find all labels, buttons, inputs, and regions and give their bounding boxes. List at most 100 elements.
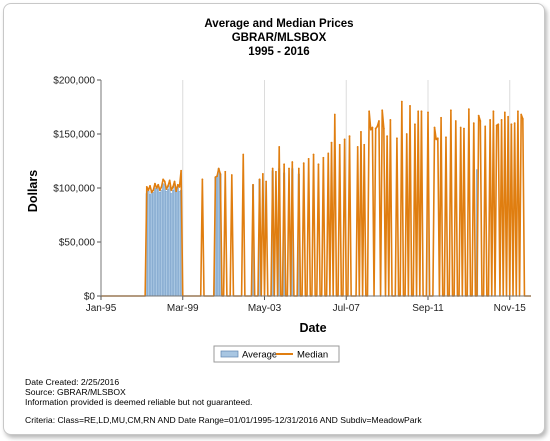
median-point bbox=[216, 175, 218, 178]
median-point bbox=[497, 123, 500, 126]
median-point bbox=[217, 167, 220, 170]
average-bar bbox=[167, 188, 170, 297]
average-bar bbox=[173, 184, 176, 297]
median-point bbox=[386, 135, 389, 138]
median-point bbox=[449, 109, 452, 112]
footer-date-created: Date Created: 2/25/2016 bbox=[25, 377, 120, 387]
median-point bbox=[484, 125, 487, 128]
average-bar bbox=[217, 168, 220, 297]
median-point bbox=[158, 189, 161, 192]
median-point bbox=[214, 176, 217, 179]
median-point bbox=[261, 173, 264, 175]
median-point bbox=[178, 186, 181, 188]
median-point bbox=[414, 123, 416, 126]
median-point bbox=[160, 186, 163, 188]
footer: Date Created: 2/25/2016 Source: GBRAR/ML… bbox=[25, 377, 535, 425]
median-point bbox=[360, 130, 362, 133]
median-point bbox=[291, 161, 294, 163]
median-point bbox=[507, 115, 510, 118]
median-point bbox=[420, 110, 423, 113]
average-bar bbox=[170, 193, 173, 297]
median-point bbox=[167, 184, 169, 187]
x-tick-label: Nov-15 bbox=[494, 303, 527, 314]
median-point bbox=[317, 163, 320, 166]
median-point bbox=[409, 105, 411, 107]
median-point bbox=[297, 167, 300, 170]
x-tick-label: May-03 bbox=[248, 303, 282, 314]
y-tick-label: $200,000 bbox=[53, 76, 95, 87]
average-bar bbox=[149, 194, 152, 297]
median-point bbox=[283, 163, 286, 166]
median-point bbox=[157, 183, 160, 186]
median-point bbox=[435, 138, 438, 141]
median-point bbox=[150, 191, 153, 194]
x-tick-label: Mar-99 bbox=[167, 303, 199, 314]
y-tick-label: $100,000 bbox=[53, 184, 95, 195]
median-point bbox=[162, 178, 165, 181]
median-point bbox=[369, 128, 372, 131]
average-bar bbox=[165, 191, 168, 297]
legend-average-swatch bbox=[220, 350, 239, 358]
median-point bbox=[322, 156, 325, 159]
average-bar bbox=[168, 185, 171, 297]
median-point bbox=[278, 146, 281, 148]
average-bar bbox=[150, 189, 153, 297]
median-point bbox=[333, 113, 336, 116]
median-point bbox=[445, 136, 447, 139]
legend-average-label: Average bbox=[242, 350, 277, 361]
median-point bbox=[477, 114, 480, 117]
median-point bbox=[454, 120, 457, 122]
median-point bbox=[165, 188, 168, 190]
x-tick-label: Jul-07 bbox=[333, 303, 361, 314]
median-point bbox=[513, 122, 516, 125]
chart-svg: Average and Median Prices GBRAR/MLSBOX 1… bbox=[26, 18, 531, 363]
median-point bbox=[172, 186, 174, 188]
median-point bbox=[363, 143, 366, 146]
median-point bbox=[242, 153, 245, 156]
median-point bbox=[479, 120, 482, 122]
median-point bbox=[173, 180, 176, 183]
average-bar bbox=[175, 191, 178, 297]
median-point bbox=[327, 152, 330, 155]
median-point bbox=[288, 167, 290, 170]
footer-source: Source: GBRAR/MLSBOX bbox=[25, 387, 126, 397]
median-point bbox=[381, 109, 384, 112]
median-point bbox=[459, 126, 462, 129]
median-point bbox=[382, 127, 385, 130]
median-point bbox=[348, 135, 351, 138]
median-point bbox=[275, 170, 277, 173]
median-point bbox=[312, 153, 315, 156]
average-bar bbox=[176, 186, 179, 297]
x-tick-label: Jan-95 bbox=[86, 303, 117, 314]
chart-panel: Average and Median Prices GBRAR/MLSBOX 1… bbox=[3, 3, 545, 435]
median-point bbox=[307, 157, 310, 160]
median-point bbox=[265, 180, 268, 183]
chart-title: Average and Median Prices bbox=[204, 18, 353, 30]
median-point bbox=[163, 180, 166, 183]
median-point bbox=[224, 170, 227, 173]
median-point bbox=[368, 110, 371, 113]
chart-subtitle: GBRAR/MLSBOX bbox=[232, 32, 327, 44]
median-point bbox=[520, 113, 523, 116]
median-point bbox=[378, 120, 380, 122]
median-point bbox=[149, 184, 151, 187]
median-point bbox=[343, 138, 346, 141]
footer-criteria: Criteria: Class=RE,LD,MU,CM,RN AND Date … bbox=[25, 415, 422, 425]
median-point bbox=[495, 124, 498, 127]
median-point bbox=[302, 162, 305, 165]
average-bar bbox=[158, 192, 161, 297]
legend-median-label: Median bbox=[297, 350, 328, 361]
median-point bbox=[176, 183, 179, 186]
average-bar bbox=[155, 188, 158, 297]
average-bar bbox=[216, 175, 219, 297]
x-tick-label: Sep-11 bbox=[412, 303, 444, 314]
median-point bbox=[463, 127, 465, 130]
y-tick-label: $150,000 bbox=[53, 130, 95, 141]
legend: Average Median bbox=[213, 345, 340, 363]
y-tick-label: $50,000 bbox=[59, 238, 96, 249]
average-bar bbox=[147, 191, 150, 297]
average-bar bbox=[162, 183, 165, 297]
median-point bbox=[405, 133, 408, 135]
axis-layer: $0 $50,000 $100,000 $150,000 $200,000 Jan-95 M… bbox=[53, 76, 531, 314]
average-bar bbox=[152, 192, 155, 297]
